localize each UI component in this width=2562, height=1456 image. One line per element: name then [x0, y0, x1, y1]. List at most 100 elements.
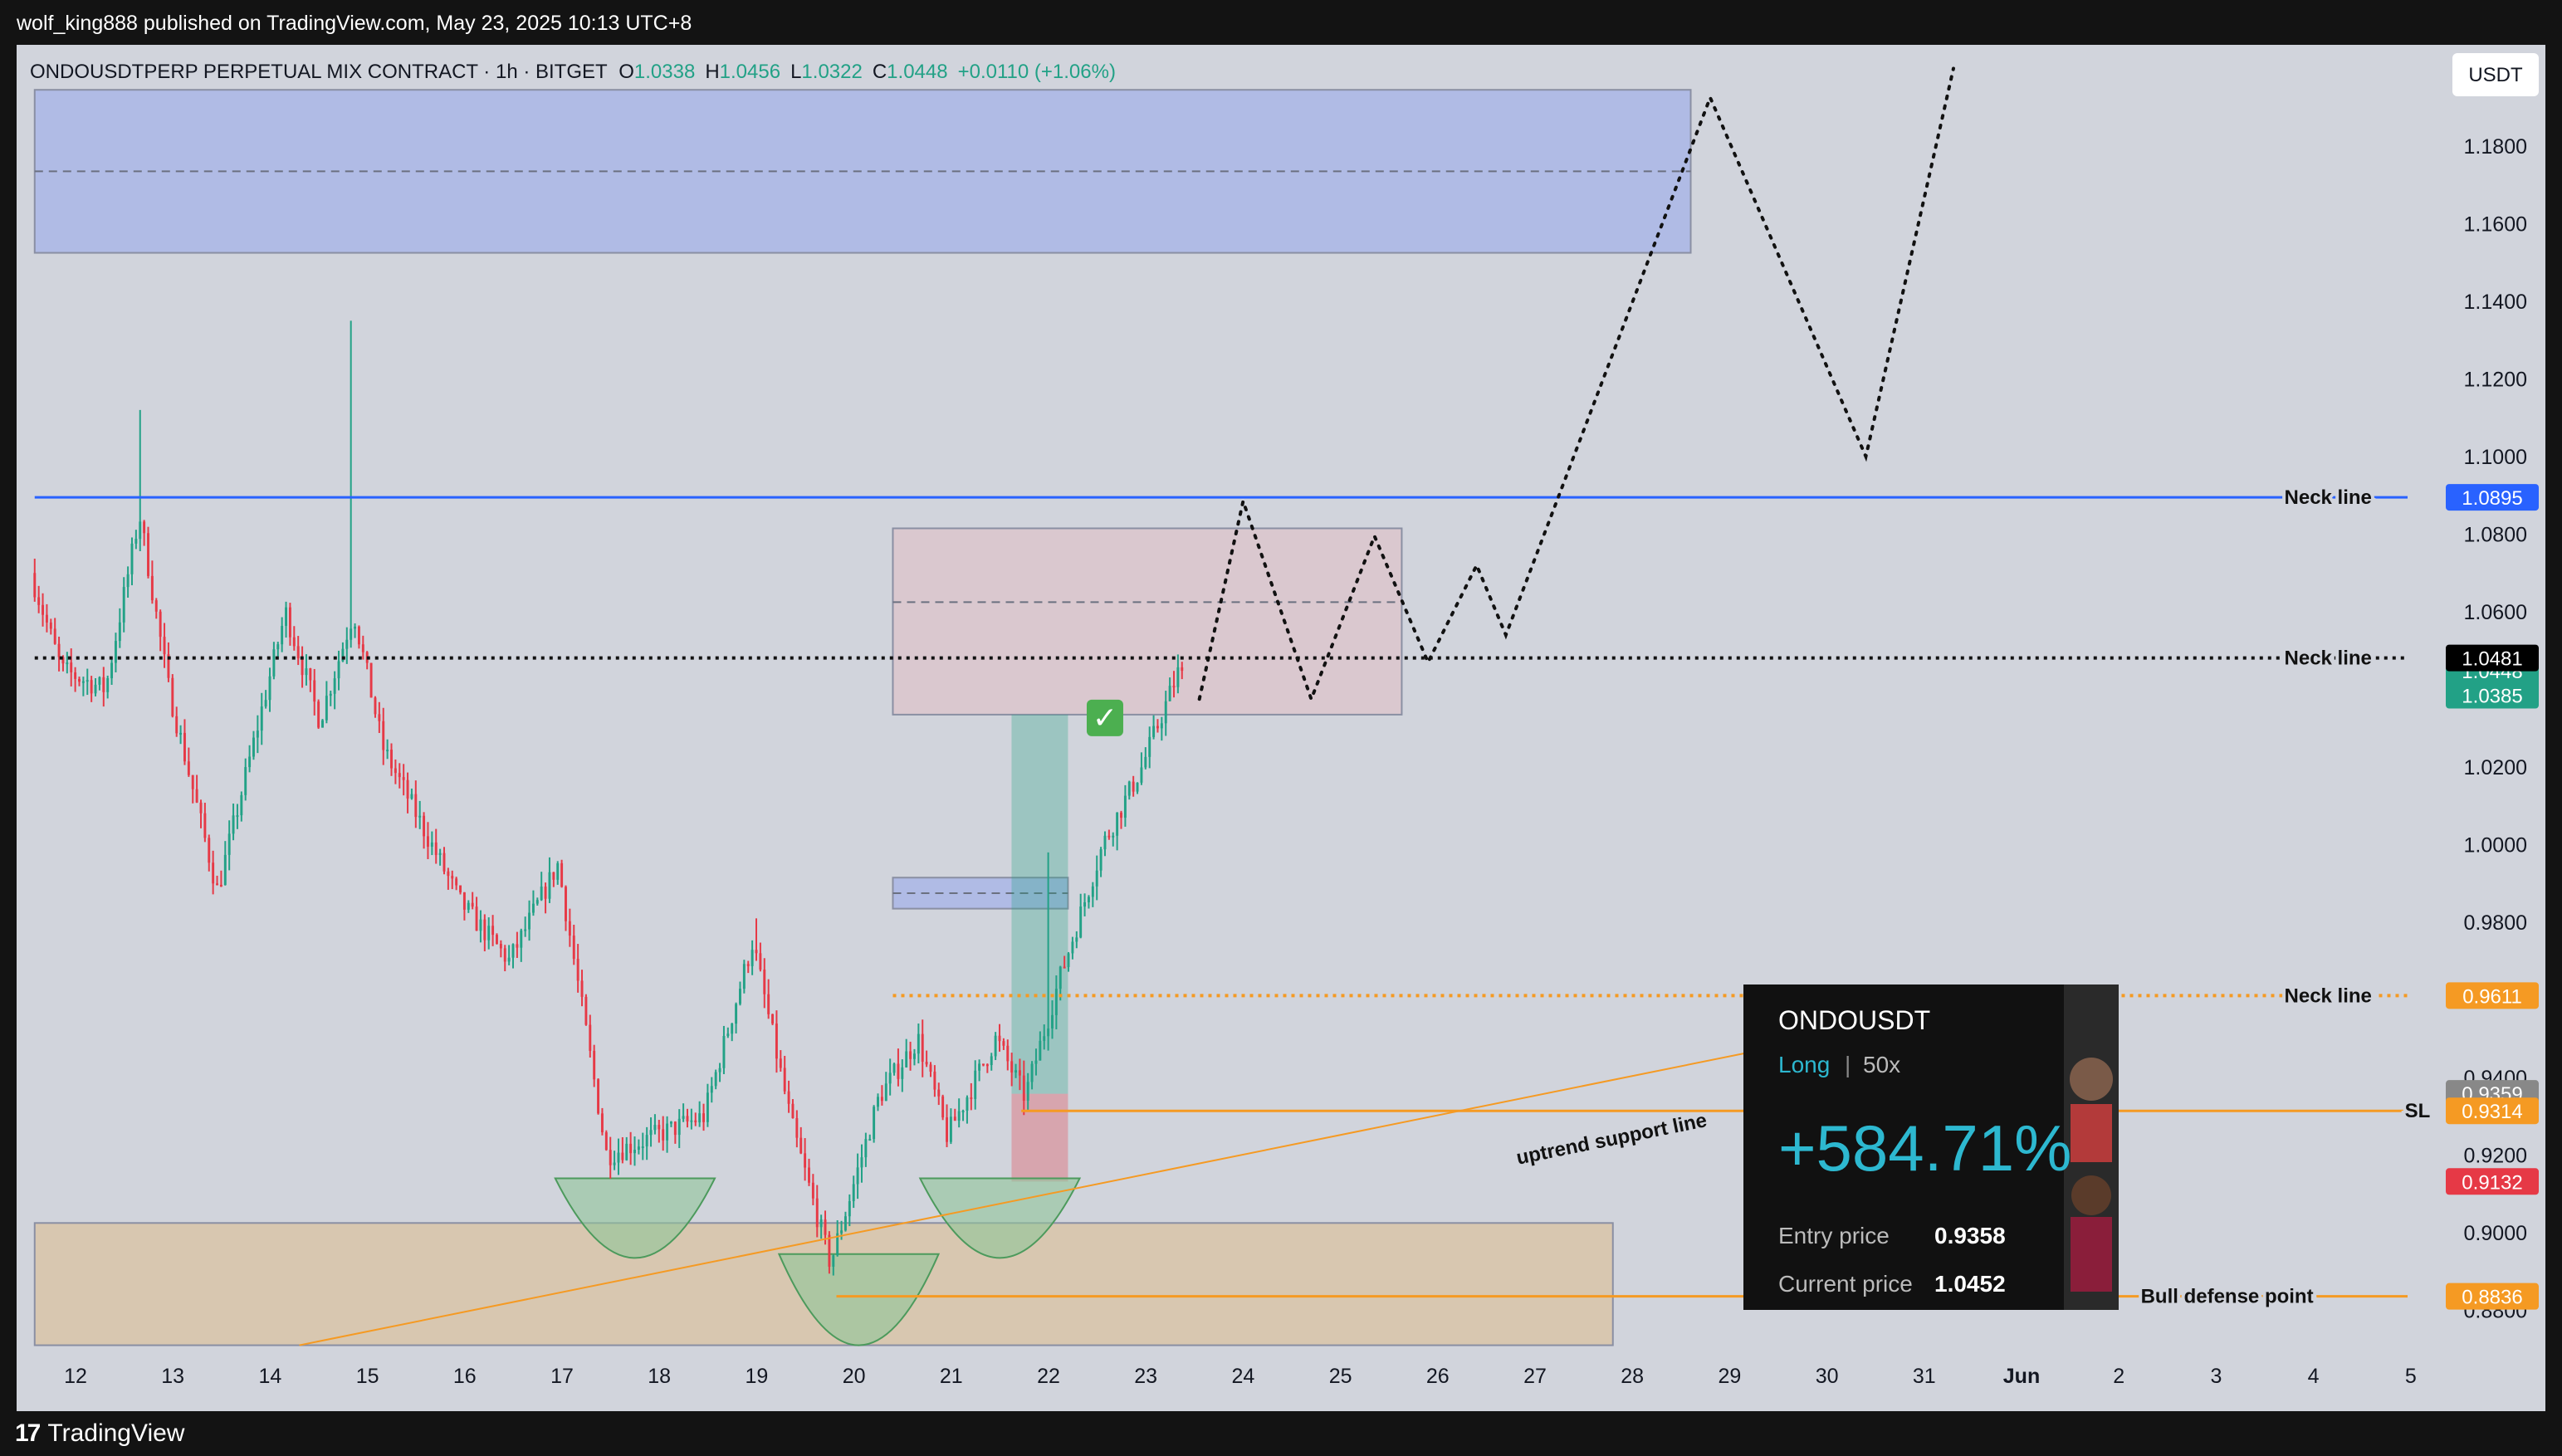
candle-body — [1160, 723, 1163, 729]
candle-body — [966, 1097, 969, 1112]
candle-body — [272, 649, 276, 677]
candle-body — [1006, 1045, 1010, 1062]
candle-body — [937, 1089, 941, 1097]
candle-body — [735, 1004, 738, 1024]
candle-body — [317, 701, 320, 728]
candle-body — [479, 919, 482, 931]
candle-body — [483, 919, 486, 941]
candle-body — [1030, 1063, 1034, 1082]
x-tick-16: 28 — [1621, 1365, 1644, 1388]
x-tick-3: 15 — [356, 1365, 379, 1388]
candle-body — [706, 1092, 709, 1122]
time-axis: 12 13 14 15 16 17 18 19 20 21 22 23 24 25 26 27 28 29 30 31… — [64, 1365, 2417, 1388]
candle-body — [507, 957, 511, 962]
candle-body — [1015, 1070, 1018, 1073]
candle-body — [296, 646, 300, 659]
candle-body — [621, 1152, 624, 1160]
candle-body — [139, 521, 142, 540]
candle-body — [791, 1103, 795, 1119]
candle-body — [426, 836, 429, 848]
tradingview-logo[interactable]: 17 TradingView — [15, 1419, 184, 1448]
candle-body — [398, 773, 401, 778]
y-tick-7: 1.0200 — [2464, 756, 2527, 779]
candle-body — [933, 1071, 936, 1090]
candle-body — [236, 815, 239, 818]
candle-body — [544, 887, 547, 899]
candle-body — [775, 1024, 778, 1059]
candle-body — [455, 878, 458, 886]
trade-card: ONDOUSDT Long | 50x +584.71% Entry price… — [1743, 985, 2119, 1310]
candle-body — [552, 872, 555, 880]
x-tick-15: 27 — [1523, 1365, 1547, 1388]
candle-body — [126, 574, 130, 588]
candle-body — [1054, 989, 1058, 1015]
candle-body — [1176, 667, 1180, 687]
candle-body — [90, 680, 93, 694]
candle-body — [78, 678, 81, 682]
candle-body — [686, 1116, 689, 1121]
open-label: O — [618, 61, 634, 83]
candle-body — [256, 730, 259, 738]
candle-body — [86, 680, 89, 682]
candle-body — [649, 1130, 653, 1136]
candle-body — [625, 1143, 628, 1160]
x-tick-19: 31 — [1913, 1365, 1936, 1388]
candle-body — [718, 1068, 721, 1072]
candle-body — [442, 853, 446, 872]
candle-body — [1095, 870, 1098, 887]
position-layer: ✓ — [1011, 699, 1123, 1182]
candle-body — [629, 1143, 633, 1154]
candle-body — [37, 597, 41, 605]
y-tick-2: 1.1400 — [2464, 291, 2527, 314]
candle-body — [617, 1152, 620, 1163]
candle-body — [746, 964, 750, 966]
candle-body — [677, 1118, 681, 1136]
candle-body — [694, 1120, 697, 1123]
candle-body — [244, 767, 247, 795]
price-badge-level-2: 0.9611 — [2462, 985, 2522, 1008]
candle-body — [970, 1097, 973, 1100]
candle-body — [929, 1064, 932, 1072]
candle-body — [658, 1125, 661, 1130]
candle-body — [81, 681, 85, 683]
candle-body — [374, 697, 377, 715]
price-badge-level-4: 0.8836 — [2462, 1287, 2522, 1309]
candle-body — [852, 1184, 855, 1201]
candle-body — [496, 935, 498, 945]
card-jersey-1 — [2071, 1104, 2112, 1162]
x-tick-22: 3 — [2210, 1365, 2222, 1388]
currency-label[interactable]: USDT — [2468, 64, 2523, 86]
candle-body — [576, 959, 579, 981]
currency-button-bg[interactable] — [2452, 53, 2539, 96]
candle-body — [1144, 756, 1147, 768]
candle-body — [669, 1121, 672, 1124]
candle-body — [836, 1233, 839, 1256]
bowl-1 — [777, 1253, 941, 1346]
price-badge-extra-3-bg — [2446, 1168, 2539, 1195]
x-tick-21: 2 — [2113, 1365, 2124, 1388]
candle-body — [604, 1132, 608, 1151]
candle-body — [516, 944, 519, 948]
candle-body — [702, 1113, 705, 1122]
y-tick-9: 0.9800 — [2464, 911, 2527, 935]
candle-body — [260, 706, 263, 731]
candle-body — [369, 662, 373, 698]
candle-body — [548, 872, 551, 899]
candle-body — [840, 1230, 843, 1234]
currency-button[interactable]: USDT — [2452, 53, 2539, 96]
candle-body — [767, 994, 770, 1014]
x-tick-9: 21 — [940, 1365, 963, 1388]
legend: ONDOUSDTPERP PERPETUAL MIX CONTRACT · 1h… — [30, 61, 1116, 83]
candle-body — [535, 900, 539, 904]
candle-body — [329, 693, 332, 696]
level-label-4: Bull defense point — [2141, 1286, 2314, 1308]
candle-body — [386, 750, 389, 752]
candle-body — [892, 1063, 896, 1073]
candle-body — [66, 662, 69, 665]
candle-body — [1168, 686, 1171, 701]
candle-body — [698, 1113, 702, 1123]
candle-body — [848, 1200, 851, 1217]
candle-body — [1043, 1036, 1046, 1041]
x-tick-4: 16 — [453, 1365, 477, 1388]
candle-body — [321, 720, 324, 728]
